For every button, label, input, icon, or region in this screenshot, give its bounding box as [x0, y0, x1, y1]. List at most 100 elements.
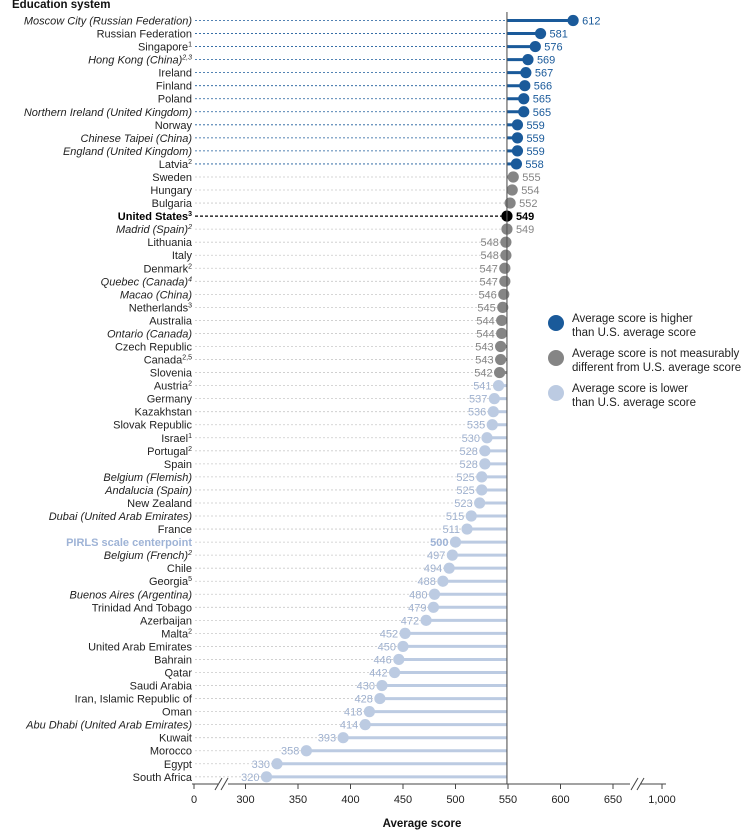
row-label: Chinese Taipei (China) [81, 133, 193, 145]
row-label: Macao (China) [120, 289, 192, 301]
value-label: 558 [525, 159, 543, 171]
dot [393, 653, 405, 666]
dot [488, 393, 500, 405]
legend-label-not-different-line1: Average score is not measurably [572, 348, 740, 360]
value-label: 450 [378, 641, 396, 653]
dot [507, 171, 519, 183]
row-label: Quebec (Canada)4 [101, 276, 192, 288]
x-axis-title: Average score [383, 818, 462, 830]
x-tick-label: 550 [499, 794, 517, 806]
value-label: 511 [443, 524, 461, 536]
value-label: 567 [535, 68, 553, 80]
row-label: Morocco [150, 746, 192, 758]
row-label: New Zealand [127, 498, 192, 510]
dot [363, 706, 375, 718]
row-label: Sweden [152, 172, 192, 184]
value-label: 525 [456, 485, 474, 497]
dot [389, 666, 401, 679]
row-label: Madrid (Spain)2 [116, 224, 192, 236]
dot [494, 366, 506, 379]
dot [476, 484, 488, 496]
row-label: Denmark2 [143, 263, 192, 275]
dot [511, 132, 524, 144]
row-label: Bahrain [154, 654, 192, 666]
value-label: 488 [418, 576, 436, 588]
value-label: 530 [462, 433, 480, 445]
x-tick-label: 350 [289, 794, 307, 806]
legend-label-not-different-line2: different from U.S. average score [572, 362, 742, 374]
dot [495, 340, 507, 353]
row-label: Canada2,5 [144, 355, 192, 367]
row-label: Bulgaria [152, 198, 193, 210]
value-label: 330 [252, 759, 270, 771]
dot [495, 353, 507, 366]
row-label: Czech Republic [115, 342, 193, 354]
row-label: Norway [155, 120, 193, 132]
dot [428, 588, 441, 600]
row-label: Australia [149, 315, 193, 327]
dot [486, 419, 498, 431]
value-label: 542 [474, 368, 492, 380]
value-label: 566 [534, 81, 552, 93]
value-label: 525 [456, 472, 474, 484]
legend-dot-lower [548, 385, 564, 401]
dot [449, 536, 462, 548]
row-label: Netherlands3 [129, 302, 192, 314]
x-tick-label: 450 [394, 794, 412, 806]
value-label: 548 [481, 237, 499, 249]
row-label: Ontario (Canada) [107, 328, 192, 340]
dot [443, 562, 455, 574]
dot [474, 497, 486, 509]
row-label: Latvia2 [159, 159, 192, 171]
row-label: Iran, Islamic Republic of [75, 694, 193, 706]
value-label: 545 [477, 302, 495, 314]
row-label: Andalucia (Spain) [104, 485, 192, 497]
row-label: Lithuania [147, 237, 193, 249]
legend: Average score is higher than U.S. averag… [548, 312, 748, 417]
x-tick-label: 650 [604, 794, 622, 806]
row-label: Slovak Republic [113, 420, 192, 432]
row-label: Hong Kong (China)2,3 [88, 55, 192, 67]
row-label: United States3 [118, 211, 192, 223]
legend-label-higher-line2: than U.S. average score [572, 327, 697, 339]
x-tick-label: 500 [446, 794, 464, 806]
dot [510, 158, 522, 170]
row-label: Abu Dhabi (United Arab Emirates) [25, 720, 192, 732]
row-label: Ireland [158, 68, 192, 80]
value-label: 555 [522, 172, 540, 184]
axis-break-mark [220, 777, 229, 791]
dot [529, 40, 541, 53]
dot [374, 692, 386, 705]
dot [499, 275, 511, 287]
value-label: 430 [357, 681, 375, 693]
value-label: 549 [516, 211, 534, 223]
dot [481, 432, 493, 444]
value-label: 446 [373, 654, 391, 666]
value-label: 541 [473, 381, 491, 393]
row-label: Portugal2 [147, 446, 192, 458]
value-label: 472 [401, 615, 419, 627]
value-label: 546 [478, 289, 496, 301]
dot [397, 640, 409, 653]
row-label: Israel1 [161, 433, 192, 445]
value-label: 358 [281, 746, 299, 758]
dot [487, 406, 499, 418]
value-label: 536 [468, 407, 486, 419]
dot [518, 106, 530, 118]
dot [492, 380, 505, 392]
row-label: South Africa [133, 772, 193, 784]
dot [300, 745, 312, 757]
dot [500, 249, 512, 261]
value-label: 452 [380, 628, 398, 640]
value-label: 544 [476, 315, 494, 327]
dot [520, 67, 532, 79]
value-label: 537 [469, 394, 487, 406]
value-label: 479 [408, 602, 426, 614]
dot [479, 445, 491, 457]
row-label: Georgia5 [149, 576, 192, 588]
value-label: 549 [516, 224, 534, 236]
dot [337, 732, 349, 744]
axis-break-mark [636, 777, 645, 791]
value-label: 528 [460, 459, 478, 471]
